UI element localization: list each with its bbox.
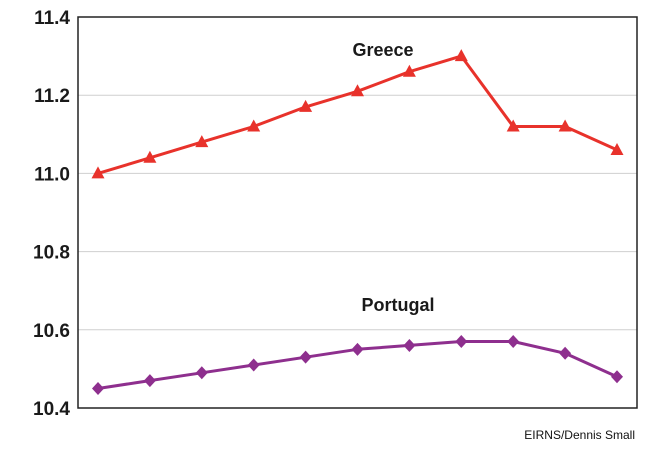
greece-point (247, 119, 261, 132)
greece-point (351, 84, 364, 97)
portugal-point (507, 335, 520, 349)
y-axis-ticks: 10.4 10.6 10.8 11.0 11.2 11.4 (33, 8, 70, 420)
portugal-point (247, 358, 260, 372)
greece-point (91, 166, 105, 179)
greece-point (558, 119, 572, 132)
portugal-series (92, 335, 623, 395)
series-labels: Greece Portugal (352, 40, 434, 315)
y-tick-label: 11.4 (34, 8, 70, 29)
series-group (91, 49, 624, 395)
y-tick-label: 11.2 (34, 86, 70, 107)
greece-point (610, 142, 624, 155)
greece-point (195, 135, 209, 148)
greece-point (506, 119, 520, 132)
gridlines (78, 94, 637, 331)
greece-line (97, 54, 618, 175)
portugal-point (559, 346, 572, 360)
y-tick-label: 11.0 (34, 164, 70, 185)
greece-point (454, 49, 468, 62)
portugal-point (403, 338, 416, 352)
portugal-point (195, 366, 208, 380)
portugal-point (299, 350, 312, 364)
greece-point (402, 64, 416, 77)
y-tick-label: 10.4 (33, 399, 70, 420)
portugal-point (351, 342, 364, 356)
portugal-series-label: Portugal (361, 295, 434, 315)
portugal-point (455, 335, 468, 349)
portugal-point (611, 370, 623, 384)
greece-series (91, 49, 624, 179)
greece-point (143, 150, 157, 163)
portugal-point (92, 381, 104, 395)
portugal-point (143, 374, 156, 388)
y-tick-label: 10.6 (33, 321, 70, 342)
plot-area-border (77, 16, 638, 409)
greece-point (299, 99, 313, 112)
y-tick-label: 10.8 (33, 243, 70, 264)
greece-series-label: Greece (352, 40, 413, 60)
source-credit: EIRNS/Dennis Small (524, 428, 635, 442)
